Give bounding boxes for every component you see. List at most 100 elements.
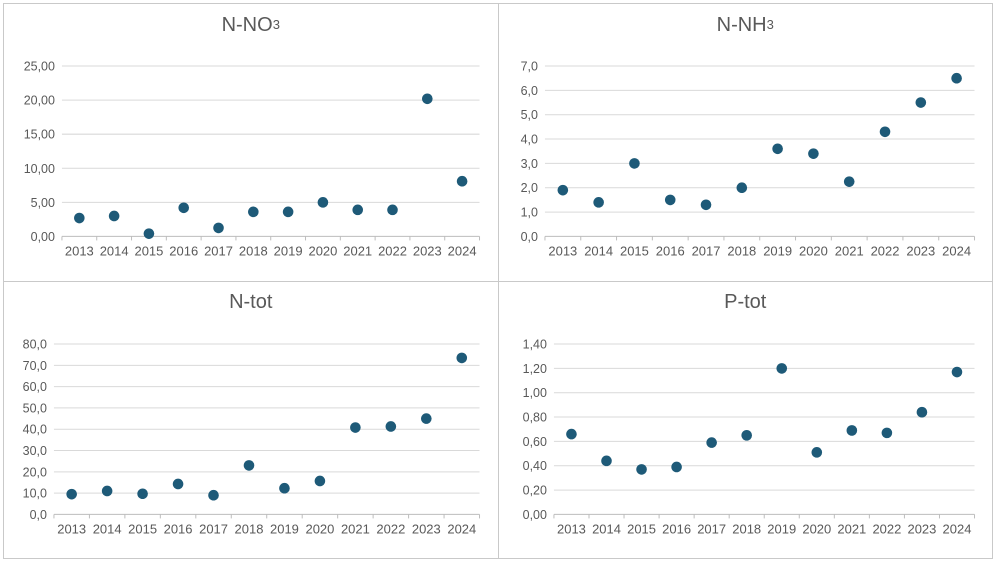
x-tick-label: 2014 — [100, 243, 129, 258]
data-point — [557, 184, 568, 196]
x-tick-label: 2024 — [942, 243, 971, 258]
x-tick-label: 2018 — [235, 521, 264, 536]
x-tick-label: 2021 — [837, 521, 866, 536]
y-tick-label: 30,0 — [23, 444, 47, 458]
x-tick-label: 2017 — [691, 243, 720, 258]
x-tick-label: 2013 — [65, 243, 94, 258]
chart-cell-p-tot: P-tot 0,00 0,20 0,40 0,60 0,80 1,00 1,20 1,40 20… — [498, 281, 993, 558]
data-point — [172, 478, 184, 489]
x-tick-label: 2023 — [412, 521, 441, 536]
data-point — [456, 175, 468, 187]
x-tick-label: 2016 — [662, 521, 691, 536]
data-point — [736, 182, 747, 194]
x-tick-label: 2023 — [413, 243, 442, 258]
x-tick-label: 2017 — [199, 521, 228, 536]
y-tick-label: 1,00 — [522, 386, 546, 400]
chart-cell-n-no3: N-NO 3 0,00 5,00 10,00 15,00 20,00 25,00 2013 20… — [4, 4, 498, 281]
y-tick-label: 80,0 — [23, 337, 47, 351]
data-point — [635, 463, 647, 475]
data-point — [881, 427, 892, 438]
x-tick-label: 2024 — [448, 243, 477, 258]
y-tick-label: 20,0 — [23, 465, 47, 479]
x-tick-label: 2018 — [732, 521, 761, 536]
x-tick-label: 2021 — [834, 243, 863, 258]
data-point — [422, 93, 433, 105]
x-tick-label: 2023 — [906, 243, 935, 258]
x-tick-label: 2014 — [93, 521, 122, 536]
chart-title-text: N-NO — [221, 13, 273, 36]
y-tick-label: 10,0 — [23, 486, 47, 500]
x-tick-label: 2020 — [308, 243, 337, 258]
x-tick-label: 2019 — [274, 243, 303, 258]
chart-title-text: P-tot — [724, 291, 767, 313]
y-tick-label: 3,0 — [520, 157, 537, 171]
data-point — [385, 420, 397, 432]
y-tick-label: 5,00 — [31, 196, 55, 210]
y-tick-label: 20,00 — [24, 94, 55, 108]
x-tick-label: 2016 — [655, 243, 684, 258]
chart-grid: N-NO 3 0,00 5,00 10,00 15,00 20,00 25,00 2013 20… — [3, 3, 993, 559]
scatter-plot-p-tot: 0,00 0,20 0,40 0,60 0,80 1,00 1,20 1,40 2013 2014… — [522, 337, 975, 536]
x-tick-label: 2016 — [164, 521, 193, 536]
x-tick-label: 2013 — [57, 521, 86, 536]
data-point — [178, 202, 190, 214]
y-tick-label: 15,00 — [24, 128, 55, 142]
data-point — [740, 429, 752, 441]
x-tick-label: 2020 — [305, 521, 334, 536]
x-tick-label: 2023 — [907, 521, 936, 536]
data-point — [137, 487, 148, 499]
y-tick-label: 4,0 — [520, 133, 537, 147]
data-point — [243, 459, 255, 471]
y-tick-label: 7,0 — [520, 60, 537, 74]
data-point — [279, 482, 290, 494]
y-tick-label: 25,00 — [24, 60, 55, 74]
data-point — [670, 461, 682, 472]
x-tick-label: 2013 — [557, 521, 586, 536]
y-tick-label: 10,00 — [24, 162, 55, 176]
y-tick-label: 0,0 — [520, 230, 537, 244]
x-tick-label: 2022 — [872, 521, 901, 536]
x-tick-label: 2014 — [592, 521, 621, 536]
data-point — [775, 362, 787, 374]
data-point — [352, 204, 364, 216]
y-tick-label: 2,0 — [520, 181, 537, 195]
data-point — [208, 489, 219, 501]
x-tick-label: 2013 — [548, 243, 577, 258]
data-point — [705, 436, 717, 448]
x-tick-label: 2015 — [128, 521, 157, 536]
chart-cell-n-tot: N-tot 0,0 10,0 20,0 30,0 40,0 50,0 60,0 70,0 80,… — [4, 281, 498, 558]
data-point — [771, 143, 783, 155]
chart-title-text: N-NH — [716, 13, 767, 36]
y-tick-label: 0,80 — [522, 410, 546, 424]
y-tick-label: 0,20 — [522, 483, 546, 497]
y-tick-label: 60,0 — [23, 380, 47, 394]
x-tick-label: 2015 — [620, 243, 649, 258]
chart-title-n-nh3: N-NH 3 — [716, 13, 774, 36]
x-tick-label: 2018 — [239, 243, 268, 258]
x-tick-label: 2021 — [343, 243, 372, 258]
x-tick-label: 2017 — [697, 521, 726, 536]
data-point — [950, 72, 962, 84]
data-point — [565, 428, 577, 439]
data-point — [350, 421, 361, 433]
data-point — [879, 126, 890, 138]
y-tick-label: 6,0 — [520, 84, 537, 98]
scatter-plot-n-no3: 0,00 5,00 10,00 15,00 20,00 25,00 2013 2014 2015… — [24, 60, 481, 258]
x-tick-label: 2020 — [798, 243, 827, 258]
y-tick-label: 0,40 — [522, 459, 546, 473]
data-point — [951, 366, 962, 377]
data-point — [600, 455, 612, 466]
data-point — [101, 485, 113, 496]
data-point — [846, 424, 857, 436]
x-tick-label: 2018 — [727, 243, 756, 258]
chart-title-text: N-tot — [229, 291, 273, 313]
scatter-plot-n-tot: 0,0 10,0 20,0 30,0 40,0 50,0 60,0 70,0 80,0 2013 2… — [23, 337, 481, 536]
data-point — [421, 412, 432, 424]
chart-title-p-tot: P-tot — [499, 282, 993, 324]
x-tick-label: 2014 — [584, 243, 613, 258]
y-tick-label: 40,0 — [23, 422, 47, 436]
data-point — [916, 406, 927, 417]
chart-cell-n-nh3: N-NH 3 0,0 1,0 2,0 3,0 4,0 5,0 6,0 7,0 2013 2014 20… — [498, 4, 992, 281]
data-point — [843, 176, 855, 187]
x-tick-label: 2015 — [627, 521, 656, 536]
